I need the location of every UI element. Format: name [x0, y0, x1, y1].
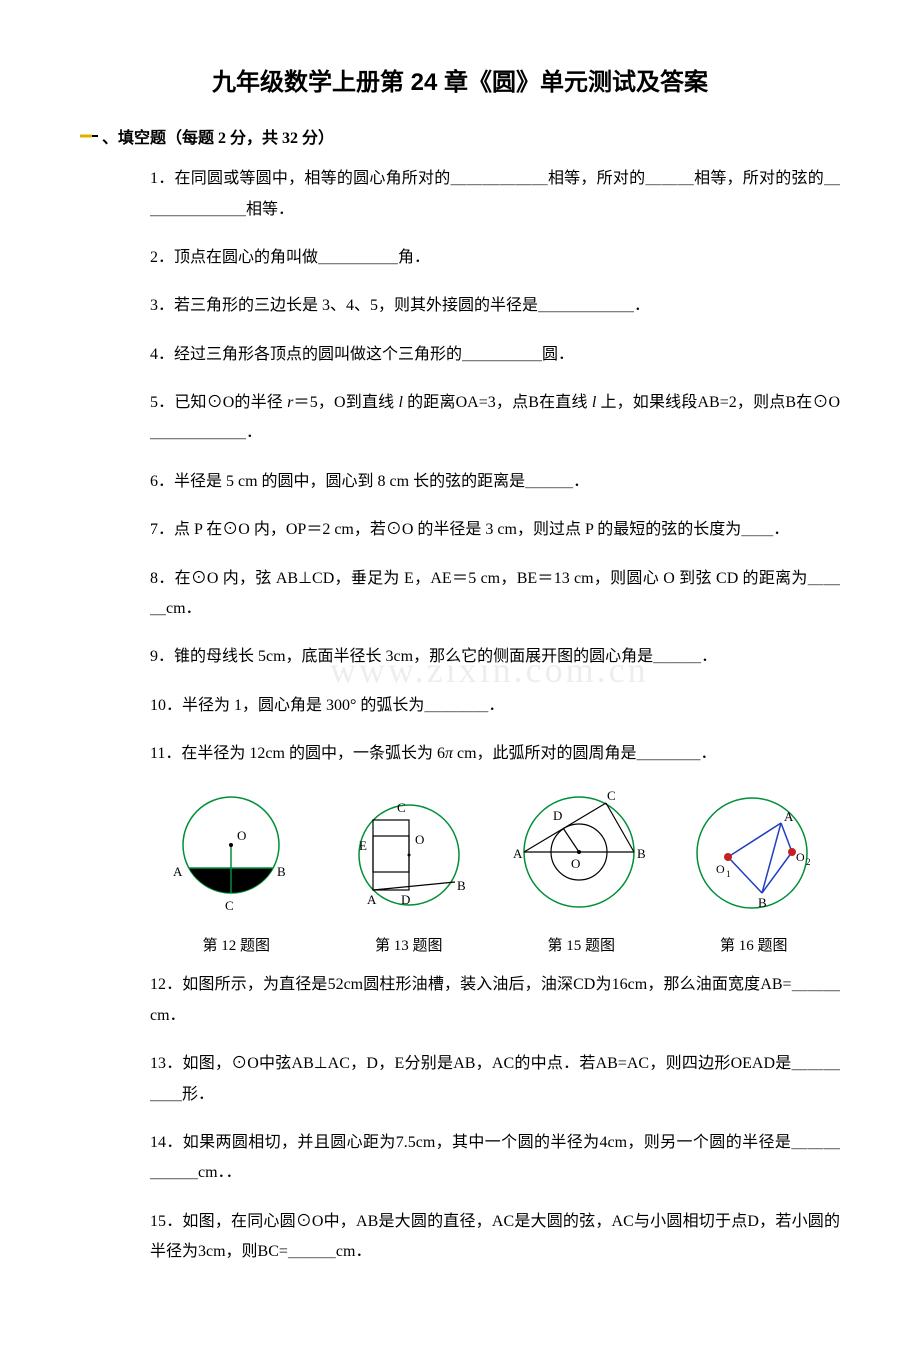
svg-text:O: O	[796, 850, 805, 864]
question-6: 6．半径是 5 cm 的圆中，圆心到 8 cm 长的弦的距离是＿＿＿．	[150, 467, 840, 497]
q11-b: cm，此弧所对的圆周角是＿＿＿＿．	[453, 745, 717, 762]
q8-text: 8．在⊙O 内，弦 AB⊥CD，垂足为 E，AE＝5 cm，BE＝13 cm，则…	[150, 570, 840, 617]
pi-symbol: π	[445, 745, 453, 762]
question-15: 15．如图，在同心圆⊙O中，AB是大圆的直径，AC是大圆的弦，AC与小圆相切于点…	[150, 1207, 840, 1268]
q13-text: 13．如图，⊙O中弦AB⊥AC，D，E分别是AB，AC的中点．若AB=AC，则四…	[150, 1055, 840, 1102]
svg-text:O: O	[237, 828, 246, 843]
svg-text:B: B	[457, 878, 466, 893]
question-12: 12．如图所示，为直径是52cm圆柱形油槽，装入油后，油深CD为16cm，那么油…	[150, 970, 840, 1031]
figure-12: O A B C 第 12 题图	[150, 790, 323, 961]
question-8: 8．在⊙O 内，弦 AB⊥CD，垂足为 E，AE＝5 cm，BE＝13 cm，则…	[150, 564, 840, 625]
q1-text: 1．在同圆或等圆中，相等的圆心角所对的＿＿＿＿＿＿相等，所对的＿＿＿相等，所对的…	[150, 170, 840, 217]
section-icon	[80, 124, 98, 154]
q11-a: 11．在半径为 12cm 的圆中，一条弧长为 6	[150, 745, 445, 762]
q5-a: 5．已知⊙O的半径	[150, 394, 287, 411]
question-10: 10．半径为 1，圆心角是 300° 的弧长为＿＿＿＿．	[150, 691, 840, 721]
q14-text: 14．如果两圆相切，并且圆心距为7.5cm，其中一个圆的半径为4cm，则另一个圆…	[150, 1134, 840, 1181]
fig16-caption: 第 16 题图	[668, 932, 841, 961]
svg-text:D: D	[553, 808, 562, 823]
q15-text: 15．如图，在同心圆⊙O中，AB是大圆的直径，AC是大圆的弦，AC与小圆相切于点…	[150, 1213, 840, 1260]
svg-text:C: C	[225, 898, 234, 913]
question-2: 2．顶点在圆心的角叫做＿＿＿＿＿角．	[150, 243, 840, 273]
fig15-caption: 第 15 题图	[495, 932, 668, 961]
q3-text: 3．若三角形的三边长是 3、4、5，则其外接圆的半径是＿＿＿＿＿＿．	[150, 297, 650, 314]
q2-text: 2．顶点在圆心的角叫做＿＿＿＿＿角．	[150, 249, 430, 266]
fig12-caption: 第 12 题图	[150, 932, 323, 961]
question-11: 11．在半径为 12cm 的圆中，一条弧长为 6π cm，此弧所对的圆周角是＿＿…	[150, 739, 840, 769]
svg-text:A: A	[367, 892, 377, 907]
svg-text:B: B	[758, 895, 767, 910]
svg-text:A: A	[513, 846, 523, 861]
question-13: 13．如图，⊙O中弦AB⊥AC，D，E分别是AB，AC的中点．若AB=AC，则四…	[150, 1049, 840, 1110]
q5-b: ＝5，O到直线	[293, 394, 398, 411]
figure-13: C O E A D B 第 13 题图	[323, 800, 496, 961]
q6-text: 6．半径是 5 cm 的圆中，圆心到 8 cm 长的弦的距离是＿＿＿．	[150, 473, 589, 490]
figure-row: O A B C 第 12 题图 C O E A D B 第 13 题图	[150, 790, 840, 961]
question-9: 9．锥的母线长 5cm，底面半径长 3cm，那么它的侧面展开图的圆心角是＿＿＿．…	[150, 642, 840, 672]
svg-text:B: B	[637, 846, 646, 861]
svg-text:A: A	[784, 809, 794, 824]
fig13-svg: C O E A D B	[339, 800, 479, 915]
q9-text: 9．锥的母线长 5cm，底面半径长 3cm，那么它的侧面展开图的圆心角是＿＿＿．	[150, 648, 717, 665]
section-heading: 、填空题（每题 2 分，共 32 分）	[80, 124, 840, 155]
q7-text: 7．点 P 在⊙O 内，OP＝2 cm，若⊙O 的半径是 3 cm，则过点 P …	[150, 521, 789, 538]
fig16-svg: A O1 O2 B	[674, 795, 834, 915]
fig12-svg: O A B C	[171, 790, 301, 915]
svg-text:D: D	[401, 892, 410, 907]
page-title: 九年级数学上册第 24 章《圆》单元测试及答案	[80, 60, 840, 106]
svg-text:O: O	[716, 862, 725, 876]
question-5: 5．已知⊙O的半径 r＝5，O到直线 l 的距离OA=3，点B在直线 l 上，如…	[150, 388, 840, 449]
question-14: 14．如果两圆相切，并且圆心距为7.5cm，其中一个圆的半径为4cm，则另一个圆…	[150, 1128, 840, 1189]
section-label: 、填空题（每题 2 分，共 32 分）	[102, 130, 334, 147]
question-4: 4．经过三角形各顶点的圆叫做这个三角形的＿＿＿＿＿圆．	[150, 340, 840, 370]
svg-text:2: 2	[806, 857, 811, 867]
svg-text:E: E	[359, 838, 367, 853]
question-1: 1．在同圆或等圆中，相等的圆心角所对的＿＿＿＿＿＿相等，所对的＿＿＿相等，所对的…	[150, 164, 840, 225]
q4-text: 4．经过三角形各顶点的圆叫做这个三角形的＿＿＿＿＿圆．	[150, 346, 574, 363]
fig13-caption: 第 13 题图	[323, 932, 496, 961]
question-3: 3．若三角形的三边长是 3、4、5，则其外接圆的半径是＿＿＿＿＿＿．	[150, 291, 840, 321]
svg-text:1: 1	[726, 869, 731, 879]
svg-text:C: C	[397, 800, 406, 815]
svg-text:O: O	[571, 856, 580, 871]
figure-16: A O1 O2 B 第 16 题图	[668, 795, 841, 961]
svg-text:B: B	[277, 864, 286, 879]
svg-text:O: O	[415, 832, 424, 847]
svg-text:A: A	[173, 864, 183, 879]
q12-text: 12．如图所示，为直径是52cm圆柱形油槽，装入油后，油深CD为16cm，那么油…	[150, 976, 840, 1023]
figure-15: C D A O B 第 15 题图	[495, 790, 668, 961]
question-7: 7．点 P 在⊙O 内，OP＝2 cm，若⊙O 的半径是 3 cm，则过点 P …	[150, 515, 840, 545]
fig15-svg: C D A O B	[509, 790, 654, 915]
question-list: 1．在同圆或等圆中，相等的圆心角所对的＿＿＿＿＿＿相等，所对的＿＿＿相等，所对的…	[80, 164, 840, 1267]
q5-c: 的距离OA=3，点B在直线	[403, 394, 592, 411]
svg-text:C: C	[607, 790, 616, 803]
q10-text: 10．半径为 1，圆心角是 300° 的弧长为＿＿＿＿．	[150, 697, 504, 714]
